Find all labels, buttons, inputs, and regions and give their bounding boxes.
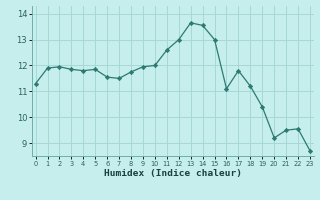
X-axis label: Humidex (Indice chaleur): Humidex (Indice chaleur) bbox=[104, 169, 242, 178]
